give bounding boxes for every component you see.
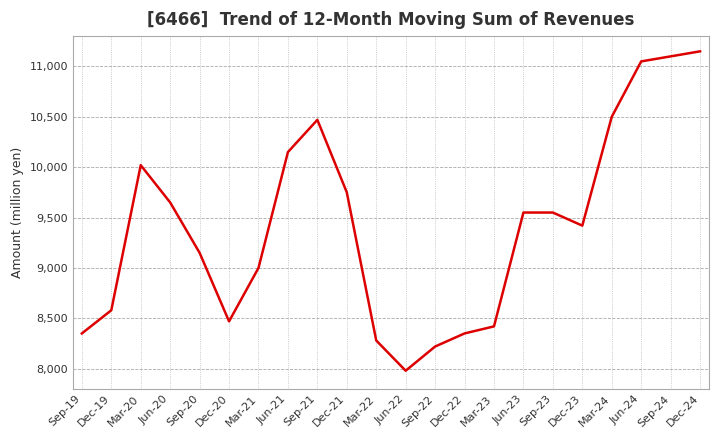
Title: [6466]  Trend of 12-Month Moving Sum of Revenues: [6466] Trend of 12-Month Moving Sum of R… — [148, 11, 634, 29]
Y-axis label: Amount (million yen): Amount (million yen) — [11, 147, 24, 278]
